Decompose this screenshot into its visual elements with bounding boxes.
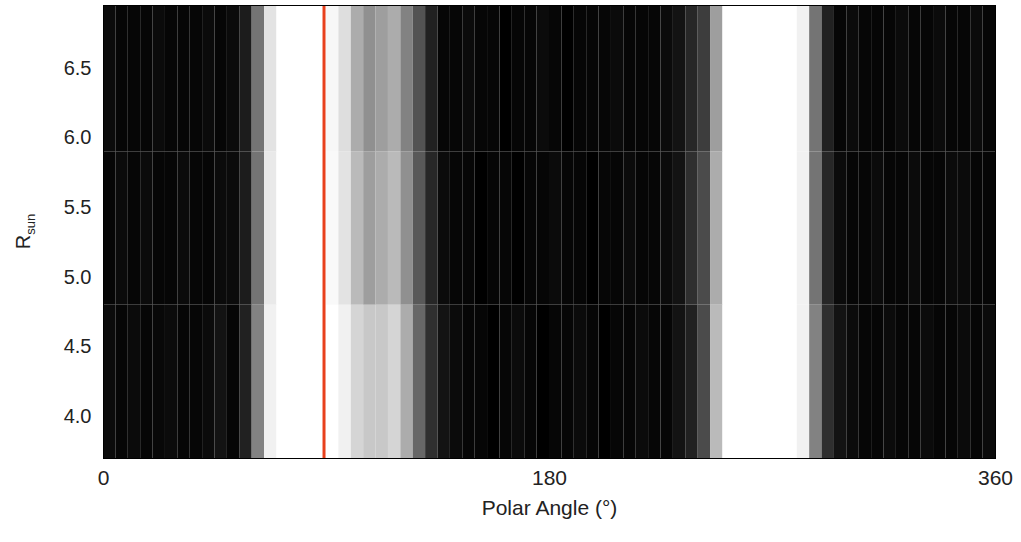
svg-text:Polar Angle (°): Polar Angle (°) [482,496,618,519]
svg-text:5.0: 5.0 [64,266,92,288]
svg-text:Rsun: Rsun [12,214,38,249]
svg-text:6.0: 6.0 [64,126,92,148]
svg-text:180: 180 [532,466,567,489]
svg-text:360: 360 [978,466,1013,489]
svg-text:4.5: 4.5 [64,335,92,357]
svg-text:4.0: 4.0 [64,405,92,427]
svg-text:0: 0 [98,466,110,489]
svg-text:5.5: 5.5 [64,196,92,218]
svg-text:6.5: 6.5 [64,57,92,79]
